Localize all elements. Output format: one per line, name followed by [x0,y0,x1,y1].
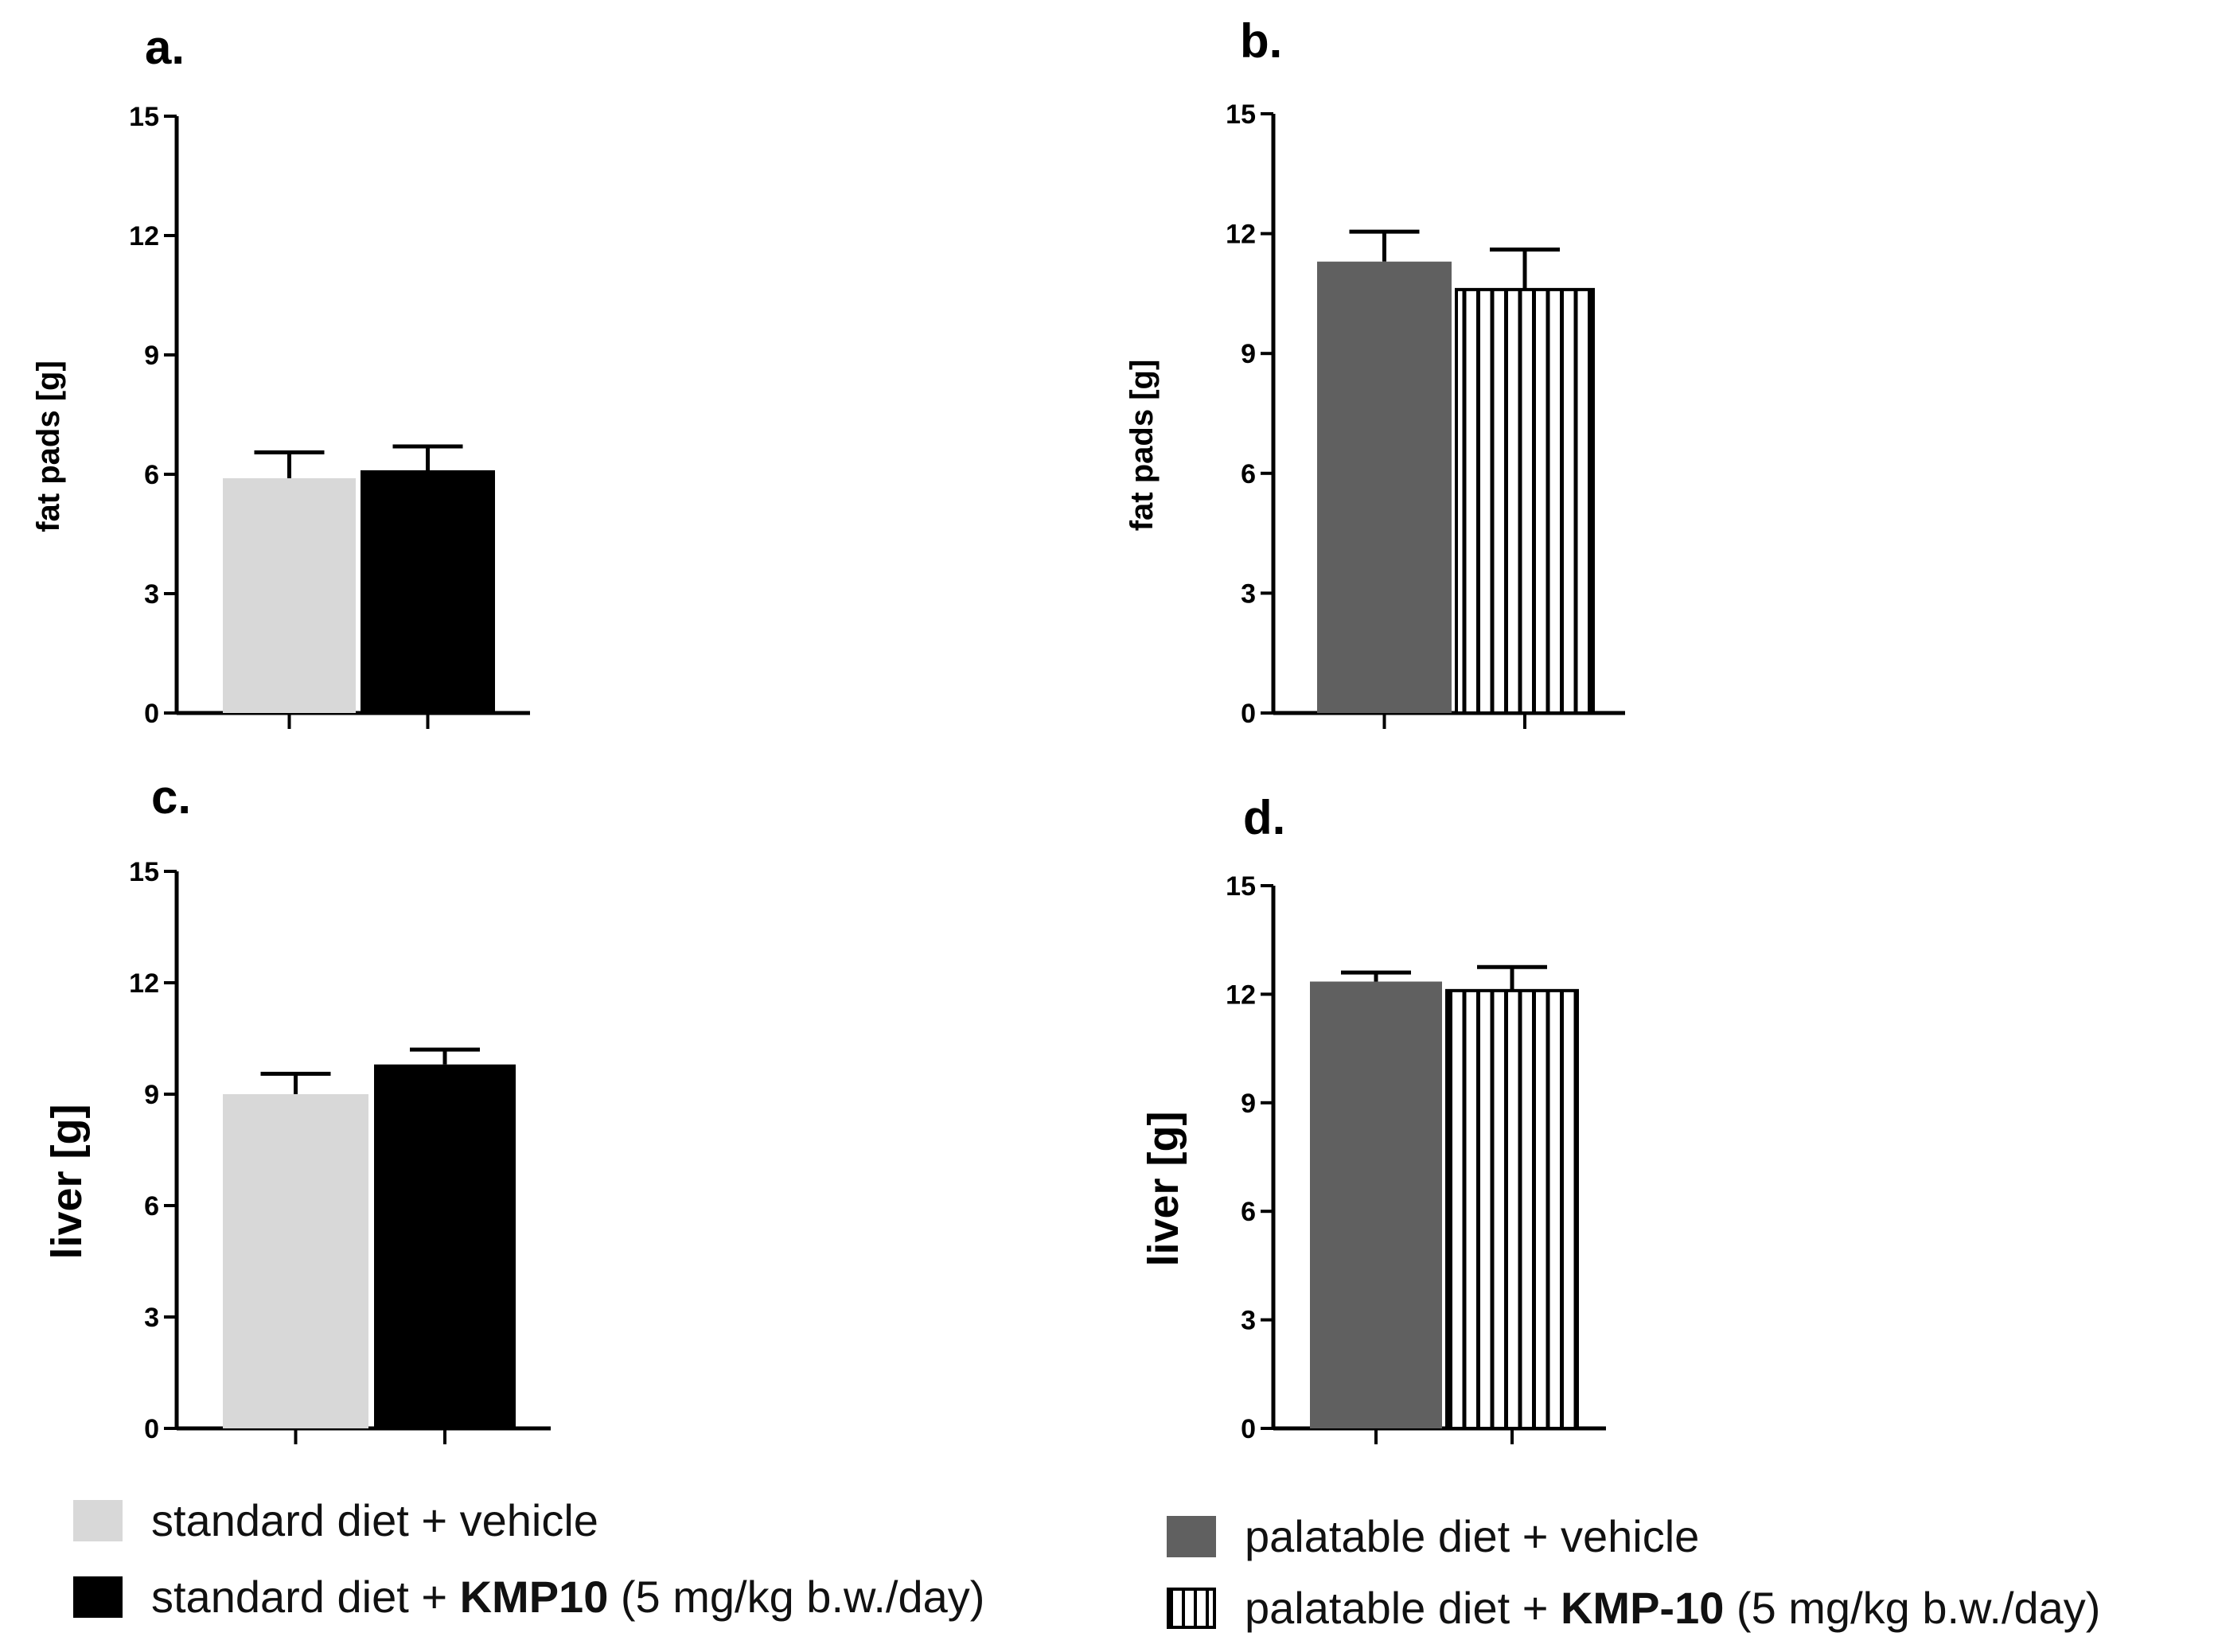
y-tick-label: 12 [129,968,159,999]
y-tick-label: 0 [1241,699,1256,729]
y-tick-label: 6 [144,460,159,490]
bar-kmp10 [374,1064,516,1428]
y-tick-label: 6 [1241,459,1256,489]
panel-letter: d. [1243,791,1285,844]
y-axis-label: fat pads [g] [1125,360,1160,532]
legend-swatch-standard-vehicle [73,1499,123,1541]
y-tick-label: 3 [144,1303,159,1333]
chart-panel-c: c. 0 3 6 9 12 15 liver [g] [43,770,551,1444]
y-tick-label: 3 [1241,1306,1256,1336]
legend-label: standard diet + vehicle [151,1495,598,1545]
y-tick-label: 12 [129,221,159,251]
bar-kmp10 [361,470,495,713]
y-axis-label: liver [g] [1140,1111,1187,1266]
y-tick-label: 9 [1241,339,1256,369]
y-tick-label: 15 [1226,871,1256,902]
bar-vehicle [1317,261,1452,713]
legend-label: standard diet + KMP10 (5 mg/kg b.w./day) [151,1572,985,1622]
panel-letter: c. [151,770,191,824]
y-axis-label: liver [g] [43,1104,91,1259]
chart-panel-a: a. 0 3 6 9 12 15 fat pads [g] [31,21,530,729]
panel-letter: b. [1240,14,1282,68]
y-tick-label: 9 [144,1080,159,1110]
y-tick-label: 0 [144,1414,159,1444]
y-tick-label: 12 [1226,980,1256,1010]
bar-vehicle [1310,981,1442,1428]
panel-letter: a. [145,21,185,74]
legend-item-palatable-vehicle: palatable diet + vehicle [1167,1510,1699,1562]
bar-kmp10 [1455,287,1595,715]
chart-panel-b: b. 0 3 6 9 12 15 fat pads [g] [1125,14,1625,729]
y-tick-label: 15 [129,857,159,887]
y-tick-label: 6 [1241,1197,1256,1227]
y-tick-label: 9 [1241,1089,1256,1119]
y-tick-label: 0 [1241,1414,1256,1444]
y-tick-label: 3 [144,579,159,610]
legend-swatch-palatable-vehicle [1167,1515,1216,1557]
legend-item-palatable-kmp10: palatable diet + KMP-10 (5 mg/kg b.w./da… [1167,1582,2100,1634]
y-tick-label: 0 [144,699,159,729]
y-tick-label: 3 [1241,579,1256,609]
legend-label: palatable diet + KMP-10 (5 mg/kg b.w./da… [1245,1583,2101,1633]
bar-vehicle [223,478,356,713]
legend-label: palatable diet + vehicle [1245,1511,1700,1561]
legend-item-standard-kmp10: standard diet + KMP10 (5 mg/kg b.w./day) [73,1571,984,1623]
legend-item-standard-vehicle: standard diet + vehicle [73,1494,598,1546]
y-tick-label: 12 [1226,220,1256,250]
y-tick-label: 6 [144,1191,159,1221]
y-tick-label: 9 [144,341,159,371]
y-tick-label: 15 [129,102,159,132]
legend-swatch-standard-kmp10 [73,1576,123,1618]
bar-kmp10 [1445,988,1579,1431]
chart-panel-d: d. 0 3 6 9 12 15 liver [g] [1140,791,1606,1444]
legend-swatch-palatable-kmp10 [1167,1587,1216,1629]
y-axis-label: fat pads [g] [31,360,66,532]
y-tick-label: 15 [1226,99,1256,130]
bar-vehicle [223,1094,368,1428]
